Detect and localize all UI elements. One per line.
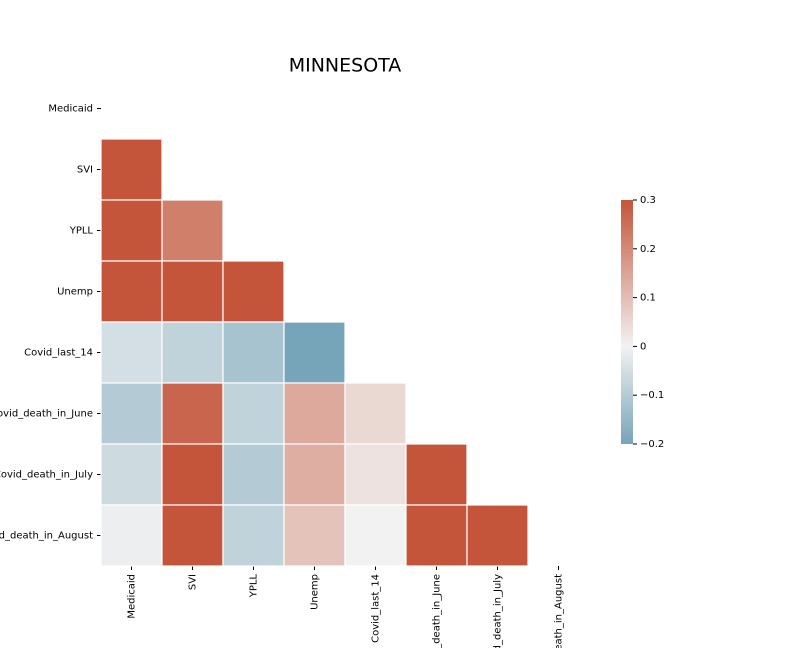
y-tick-label: Covid_last_14 [24, 348, 93, 359]
heatmap-cell [283, 504, 346, 567]
heatmap-cell [161, 260, 224, 323]
heatmap-cell [161, 199, 224, 262]
heatmap-cell [100, 199, 163, 262]
colorbar-tick-label: 0.1 [640, 293, 656, 304]
colorbar [621, 200, 633, 444]
heatmap-cell [222, 443, 285, 506]
x-tick-label: Covid_death_in_June [432, 574, 443, 648]
heatmap-cell [344, 504, 407, 567]
colorbar-tick-label: 0 [640, 341, 646, 352]
colorbar-tick-label: −0.1 [640, 390, 664, 401]
heatmap-cell [100, 382, 163, 445]
heatmap-cell [283, 382, 346, 445]
colorbar-tick-label: 0.3 [640, 195, 656, 206]
x-tick-label: Covid_death_in_July [493, 574, 504, 648]
colorbar-tick-label: −0.2 [640, 439, 664, 450]
heatmap-cell [100, 321, 163, 384]
heatmap-cell [100, 138, 163, 201]
heatmap-cell [100, 260, 163, 323]
heatmap-cell [222, 321, 285, 384]
heatmap-cell [344, 382, 407, 445]
heatmap-cell [222, 382, 285, 445]
heatmap-cell [222, 260, 285, 323]
y-tick-label: Covid_death_in_June [0, 409, 93, 420]
x-tick-label: YPLL [249, 574, 260, 599]
x-tick-label: Covid_last_14 [371, 574, 382, 643]
heatmap-cell [161, 382, 224, 445]
x-tick-label: Unemp [310, 574, 321, 610]
y-tick-label: YPLL [69, 226, 94, 237]
x-tick-label: SVI [188, 574, 199, 590]
heatmap-cell [161, 321, 224, 384]
y-tick-label: SVI [77, 165, 93, 176]
y-tick-label: Medicaid [48, 104, 93, 115]
x-tick-label: Medicaid [127, 574, 138, 619]
heatmap-cell [100, 443, 163, 506]
heatmap-cell [283, 321, 346, 384]
y-tick-label: Unemp [57, 287, 93, 298]
colorbar-tick-label: 0.2 [640, 244, 656, 255]
heatmap-cell [344, 443, 407, 506]
y-tick-label: Covid_death_in_July [0, 470, 93, 481]
heatmap-cell [405, 504, 468, 567]
heatmap-cell [466, 504, 529, 567]
heatmap-cell [283, 443, 346, 506]
heatmap-cell [161, 443, 224, 506]
heatmap-cell [405, 443, 468, 506]
x-tick-label: Covid_death_in_August [554, 574, 565, 648]
heatmap-cell [161, 504, 224, 567]
heatmap-cell [100, 504, 163, 567]
y-tick-label: Covid_death_in_August [0, 531, 93, 542]
chart-title: MINNESOTA [289, 55, 402, 77]
heatmap-cell [222, 504, 285, 567]
